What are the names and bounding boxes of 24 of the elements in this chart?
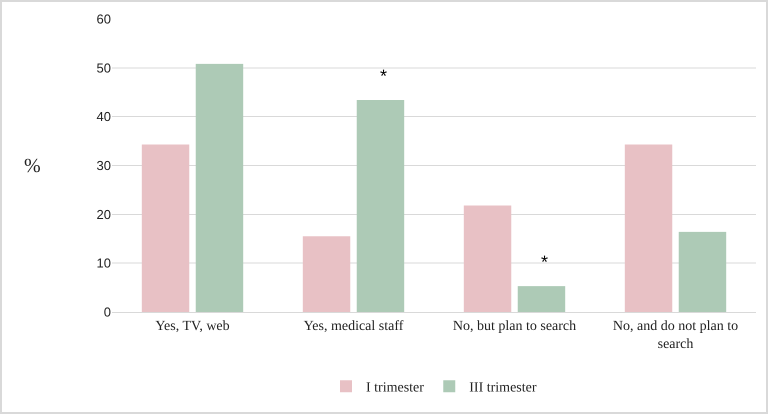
y-tick-label: 60 [96,12,111,27]
x-tick-label: Yes, TV, web [155,318,230,334]
y-axis-title: % [24,155,41,177]
annotation: * [541,252,548,272]
y-tick-label: 20 [96,206,111,222]
bar [196,64,244,312]
y-tick-label: 50 [96,60,111,76]
legend-label: III trimester [469,380,537,396]
bar [678,232,726,312]
x-tick-label: Yes, medical staff [304,318,404,334]
x-tick-label: No, and do not plan to search [612,318,738,352]
y-tick-label: 30 [96,158,111,174]
bar [356,100,404,312]
bar [624,144,672,312]
y-tick-label: 40 [96,109,111,124]
bar [464,206,512,312]
y-tick-label: 10 [96,256,111,271]
y-tick-label: 0 [104,304,111,320]
bar [302,236,350,312]
legend-label: I trimester [366,380,424,396]
bar [518,286,566,312]
x-tick-label: No, but plan to search [452,318,576,334]
bar [142,144,190,312]
annotation: * [380,66,388,86]
